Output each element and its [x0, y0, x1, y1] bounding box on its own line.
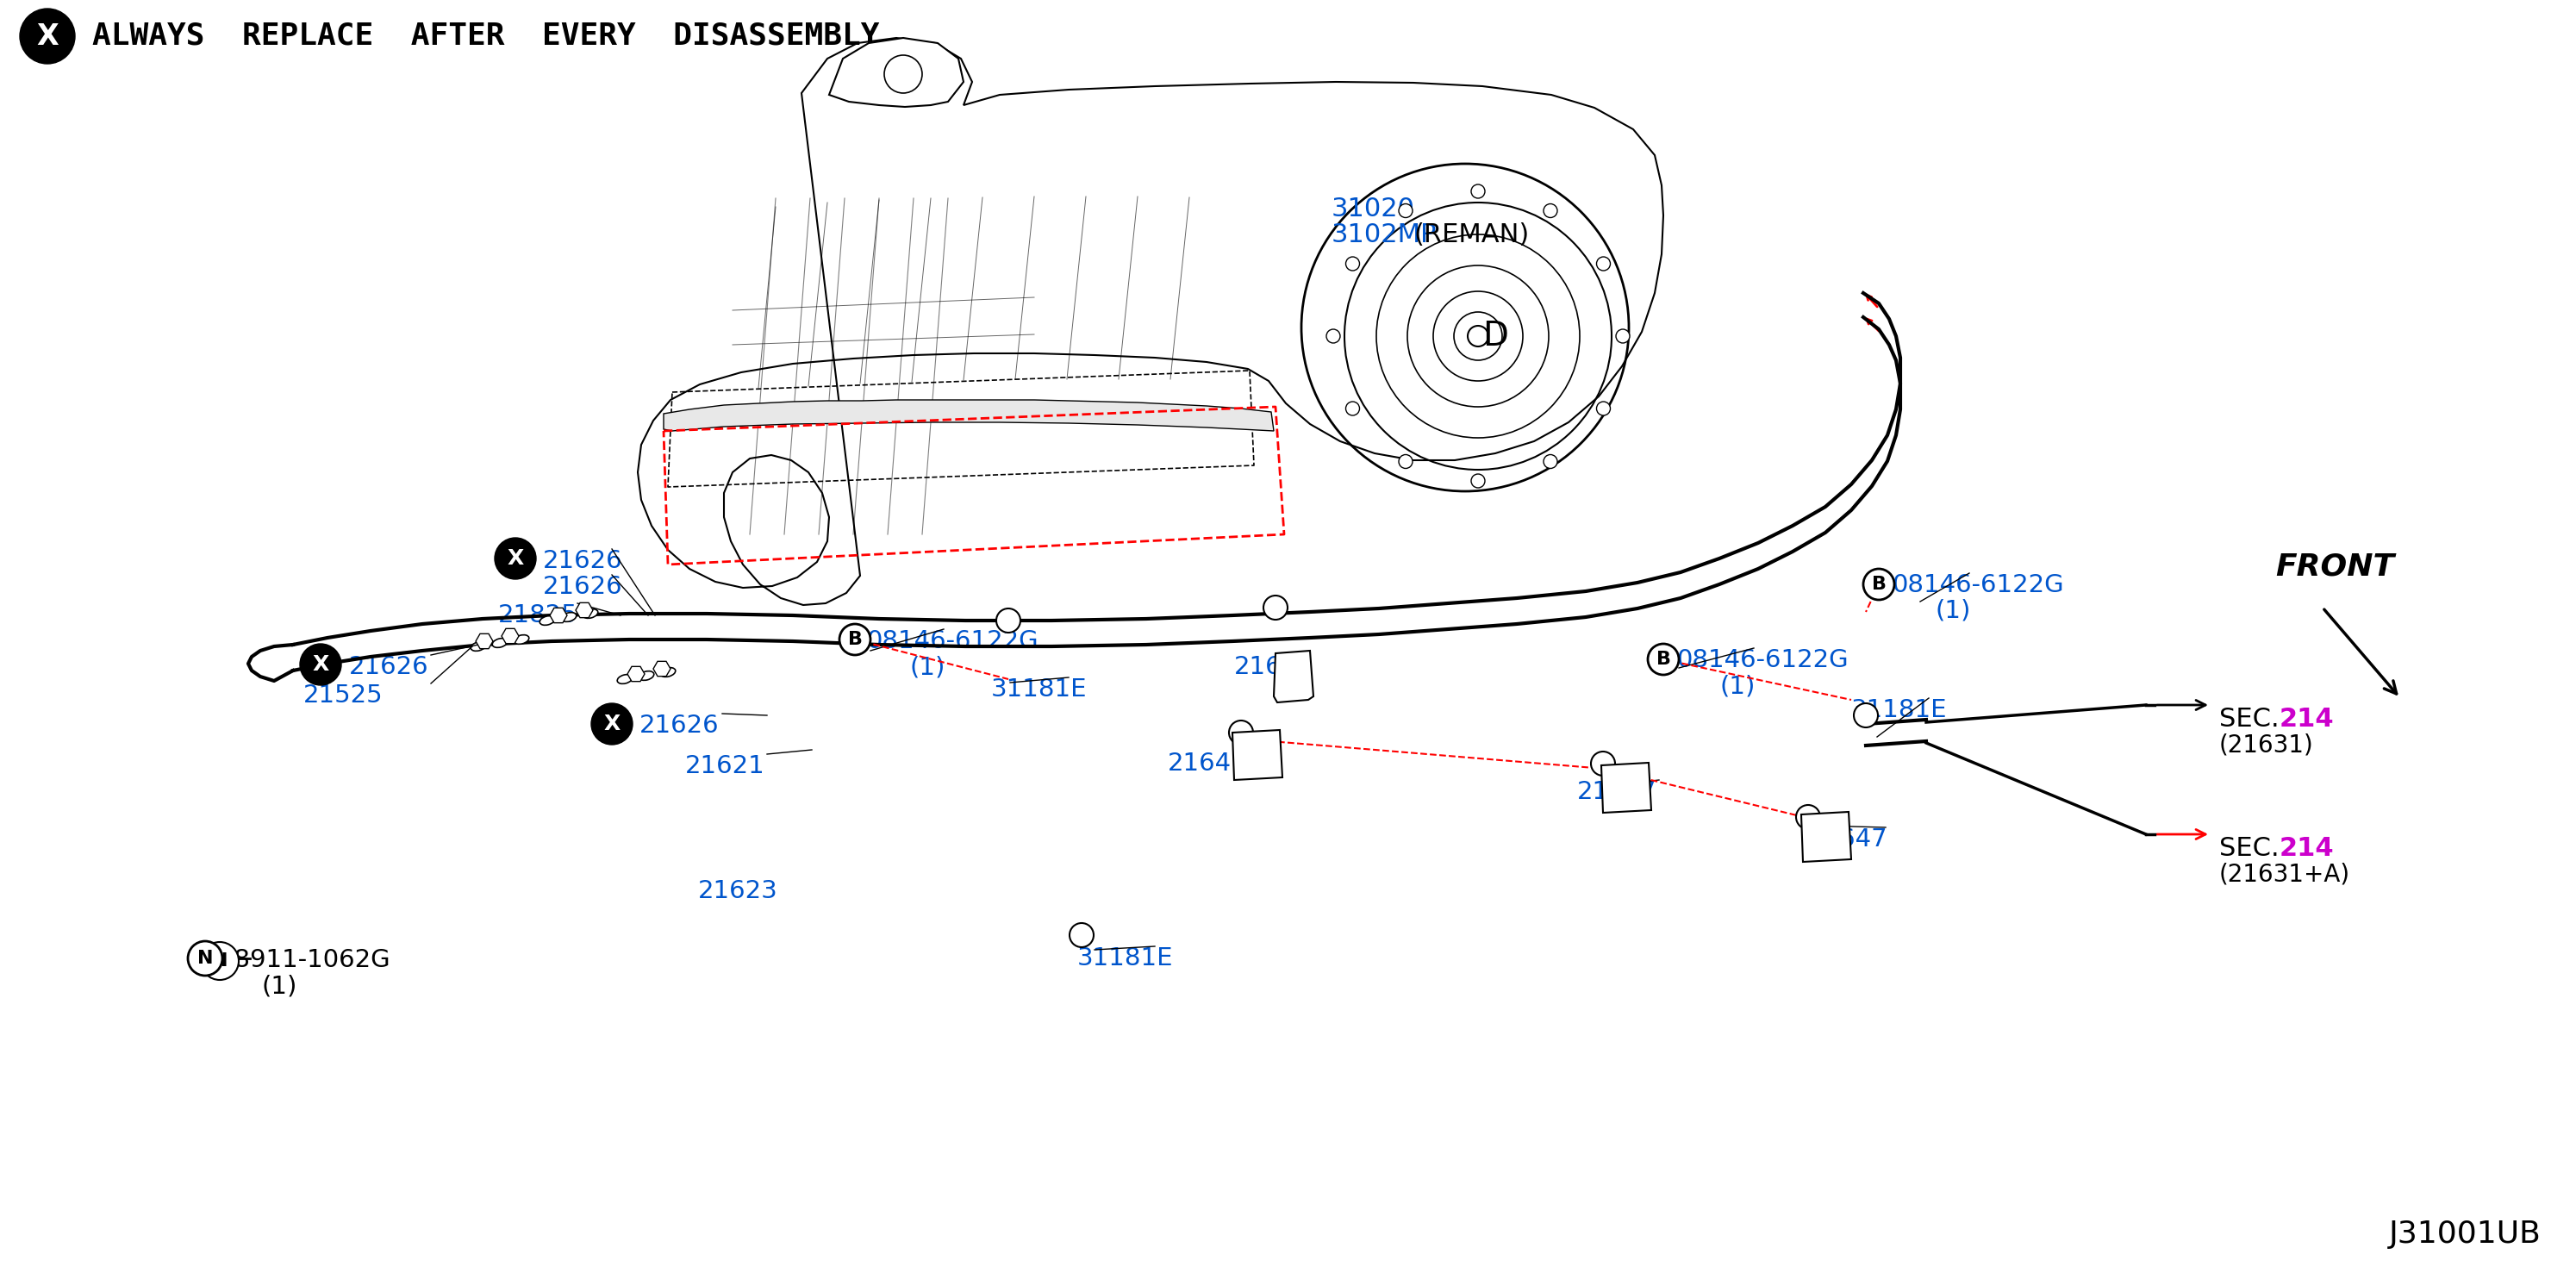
Circle shape — [1399, 203, 1412, 217]
Text: D: D — [1481, 320, 1507, 353]
Text: 21647: 21647 — [1808, 828, 1888, 852]
Text: 214: 214 — [2280, 836, 2334, 861]
Circle shape — [1471, 475, 1484, 487]
Ellipse shape — [562, 613, 577, 622]
Text: SEC.: SEC. — [2218, 836, 2280, 861]
Text: 31181E: 31181E — [1077, 946, 1175, 971]
Polygon shape — [549, 608, 567, 623]
Polygon shape — [574, 602, 592, 618]
Polygon shape — [829, 38, 963, 107]
Text: B: B — [1656, 651, 1672, 668]
Circle shape — [1795, 804, 1821, 829]
Text: 21647: 21647 — [1167, 752, 1247, 775]
Text: 21644: 21644 — [1234, 655, 1314, 679]
Ellipse shape — [513, 634, 528, 645]
Text: 21626: 21626 — [544, 574, 623, 599]
Circle shape — [188, 941, 222, 976]
Ellipse shape — [541, 616, 554, 625]
Text: 21623: 21623 — [698, 879, 778, 903]
Polygon shape — [665, 400, 1273, 431]
Polygon shape — [502, 628, 518, 643]
Text: 08146-6122G: 08146-6122G — [1677, 648, 1850, 673]
Circle shape — [1597, 402, 1610, 416]
Polygon shape — [639, 38, 1664, 605]
Circle shape — [1543, 203, 1558, 217]
Text: B: B — [1870, 576, 1886, 593]
Ellipse shape — [582, 609, 598, 618]
Circle shape — [1615, 329, 1631, 343]
Text: (1): (1) — [909, 655, 945, 679]
Text: 21647: 21647 — [1577, 780, 1656, 804]
Text: 08146-6122G: 08146-6122G — [1891, 573, 2063, 597]
Text: 3102MP: 3102MP — [1332, 223, 1437, 247]
Text: X: X — [36, 22, 59, 50]
Text: (1): (1) — [1935, 599, 1971, 623]
Polygon shape — [1231, 730, 1283, 780]
Circle shape — [201, 943, 240, 980]
Text: 21626: 21626 — [348, 655, 428, 679]
Text: 08911-1062G: 08911-1062G — [219, 948, 389, 972]
Text: ALWAYS  REPLACE  AFTER  EVERY  DISASSEMBLY.: ALWAYS REPLACE AFTER EVERY DISASSEMBLY. — [93, 22, 899, 51]
Text: J31001UB: J31001UB — [2388, 1220, 2543, 1248]
Circle shape — [1597, 257, 1610, 271]
Circle shape — [1855, 703, 1878, 728]
Circle shape — [1327, 329, 1340, 343]
Circle shape — [1862, 569, 1893, 600]
Text: 21525: 21525 — [304, 683, 384, 707]
Text: 31181E: 31181E — [992, 678, 1087, 702]
Ellipse shape — [618, 674, 631, 684]
Circle shape — [1592, 752, 1615, 775]
Ellipse shape — [471, 642, 487, 651]
Polygon shape — [654, 661, 670, 677]
Text: (1): (1) — [260, 973, 296, 998]
Text: B: B — [848, 631, 863, 648]
Text: (1): (1) — [1718, 674, 1754, 698]
Circle shape — [1345, 257, 1360, 271]
Polygon shape — [1602, 762, 1651, 812]
Circle shape — [997, 609, 1020, 633]
Circle shape — [840, 624, 871, 655]
Ellipse shape — [492, 638, 507, 647]
Circle shape — [495, 537, 536, 579]
Circle shape — [21, 9, 75, 64]
Circle shape — [1069, 923, 1095, 948]
Text: 31020: 31020 — [1332, 197, 1414, 221]
Text: (21631+A): (21631+A) — [2218, 862, 2349, 886]
Circle shape — [1468, 326, 1489, 347]
Circle shape — [592, 703, 634, 744]
Text: X: X — [603, 714, 621, 734]
Circle shape — [1471, 184, 1484, 198]
Text: 21626: 21626 — [639, 714, 719, 738]
Polygon shape — [477, 634, 492, 648]
Text: 21626: 21626 — [544, 549, 623, 573]
Circle shape — [1345, 402, 1360, 416]
Circle shape — [1262, 596, 1288, 620]
Circle shape — [1229, 720, 1252, 744]
Circle shape — [1649, 643, 1680, 675]
Text: 214: 214 — [2280, 707, 2334, 732]
Text: FRONT: FRONT — [2275, 553, 2393, 582]
Polygon shape — [1273, 651, 1314, 702]
Polygon shape — [1801, 812, 1852, 862]
Text: SEC.: SEC. — [2218, 707, 2280, 732]
Text: N: N — [198, 950, 214, 967]
Text: X: X — [507, 549, 523, 569]
Text: N: N — [211, 953, 227, 969]
Ellipse shape — [659, 668, 675, 677]
Text: X: X — [312, 654, 330, 675]
Circle shape — [299, 643, 340, 686]
Text: 31181E: 31181E — [1852, 698, 1947, 723]
Circle shape — [1399, 454, 1412, 468]
Text: 21825: 21825 — [497, 604, 577, 628]
Ellipse shape — [639, 671, 654, 680]
Circle shape — [1543, 454, 1558, 468]
Text: (REMAN): (REMAN) — [1414, 223, 1530, 247]
Text: 21621: 21621 — [685, 755, 765, 778]
Text: (21631): (21631) — [2218, 733, 2313, 757]
Polygon shape — [629, 666, 644, 682]
Text: 08146-6122G: 08146-6122G — [866, 629, 1038, 654]
